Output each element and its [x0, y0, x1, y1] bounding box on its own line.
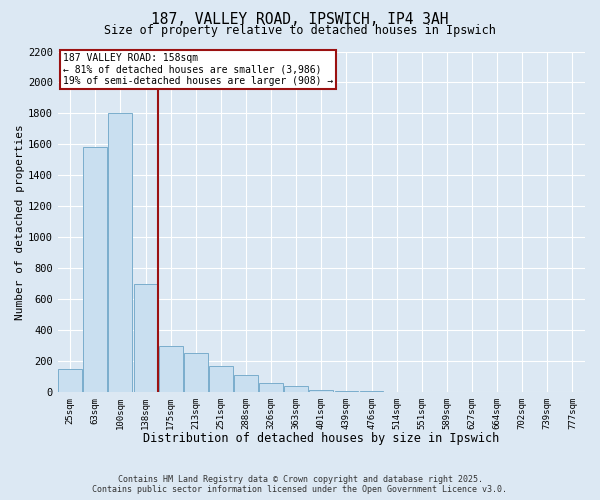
Bar — [109, 114, 133, 392]
Bar — [184, 354, 208, 392]
Text: Size of property relative to detached houses in Ipswich: Size of property relative to detached ho… — [104, 24, 496, 37]
Bar — [234, 375, 258, 392]
Text: 187 VALLEY ROAD: 158sqm
← 81% of detached houses are smaller (3,986)
19% of semi: 187 VALLEY ROAD: 158sqm ← 81% of detache… — [63, 53, 333, 86]
X-axis label: Distribution of detached houses by size in Ipswich: Distribution of detached houses by size … — [143, 432, 499, 445]
Y-axis label: Number of detached properties: Number of detached properties — [15, 124, 25, 320]
Bar — [83, 148, 107, 392]
Bar — [209, 366, 233, 392]
Bar — [134, 284, 157, 392]
Bar — [259, 383, 283, 392]
Bar — [159, 346, 182, 392]
Bar — [58, 369, 82, 392]
Text: Contains HM Land Registry data © Crown copyright and database right 2025.
Contai: Contains HM Land Registry data © Crown c… — [92, 474, 508, 494]
Bar — [310, 390, 333, 392]
Text: 187, VALLEY ROAD, IPSWICH, IP4 3AH: 187, VALLEY ROAD, IPSWICH, IP4 3AH — [151, 12, 449, 26]
Bar — [284, 386, 308, 392]
